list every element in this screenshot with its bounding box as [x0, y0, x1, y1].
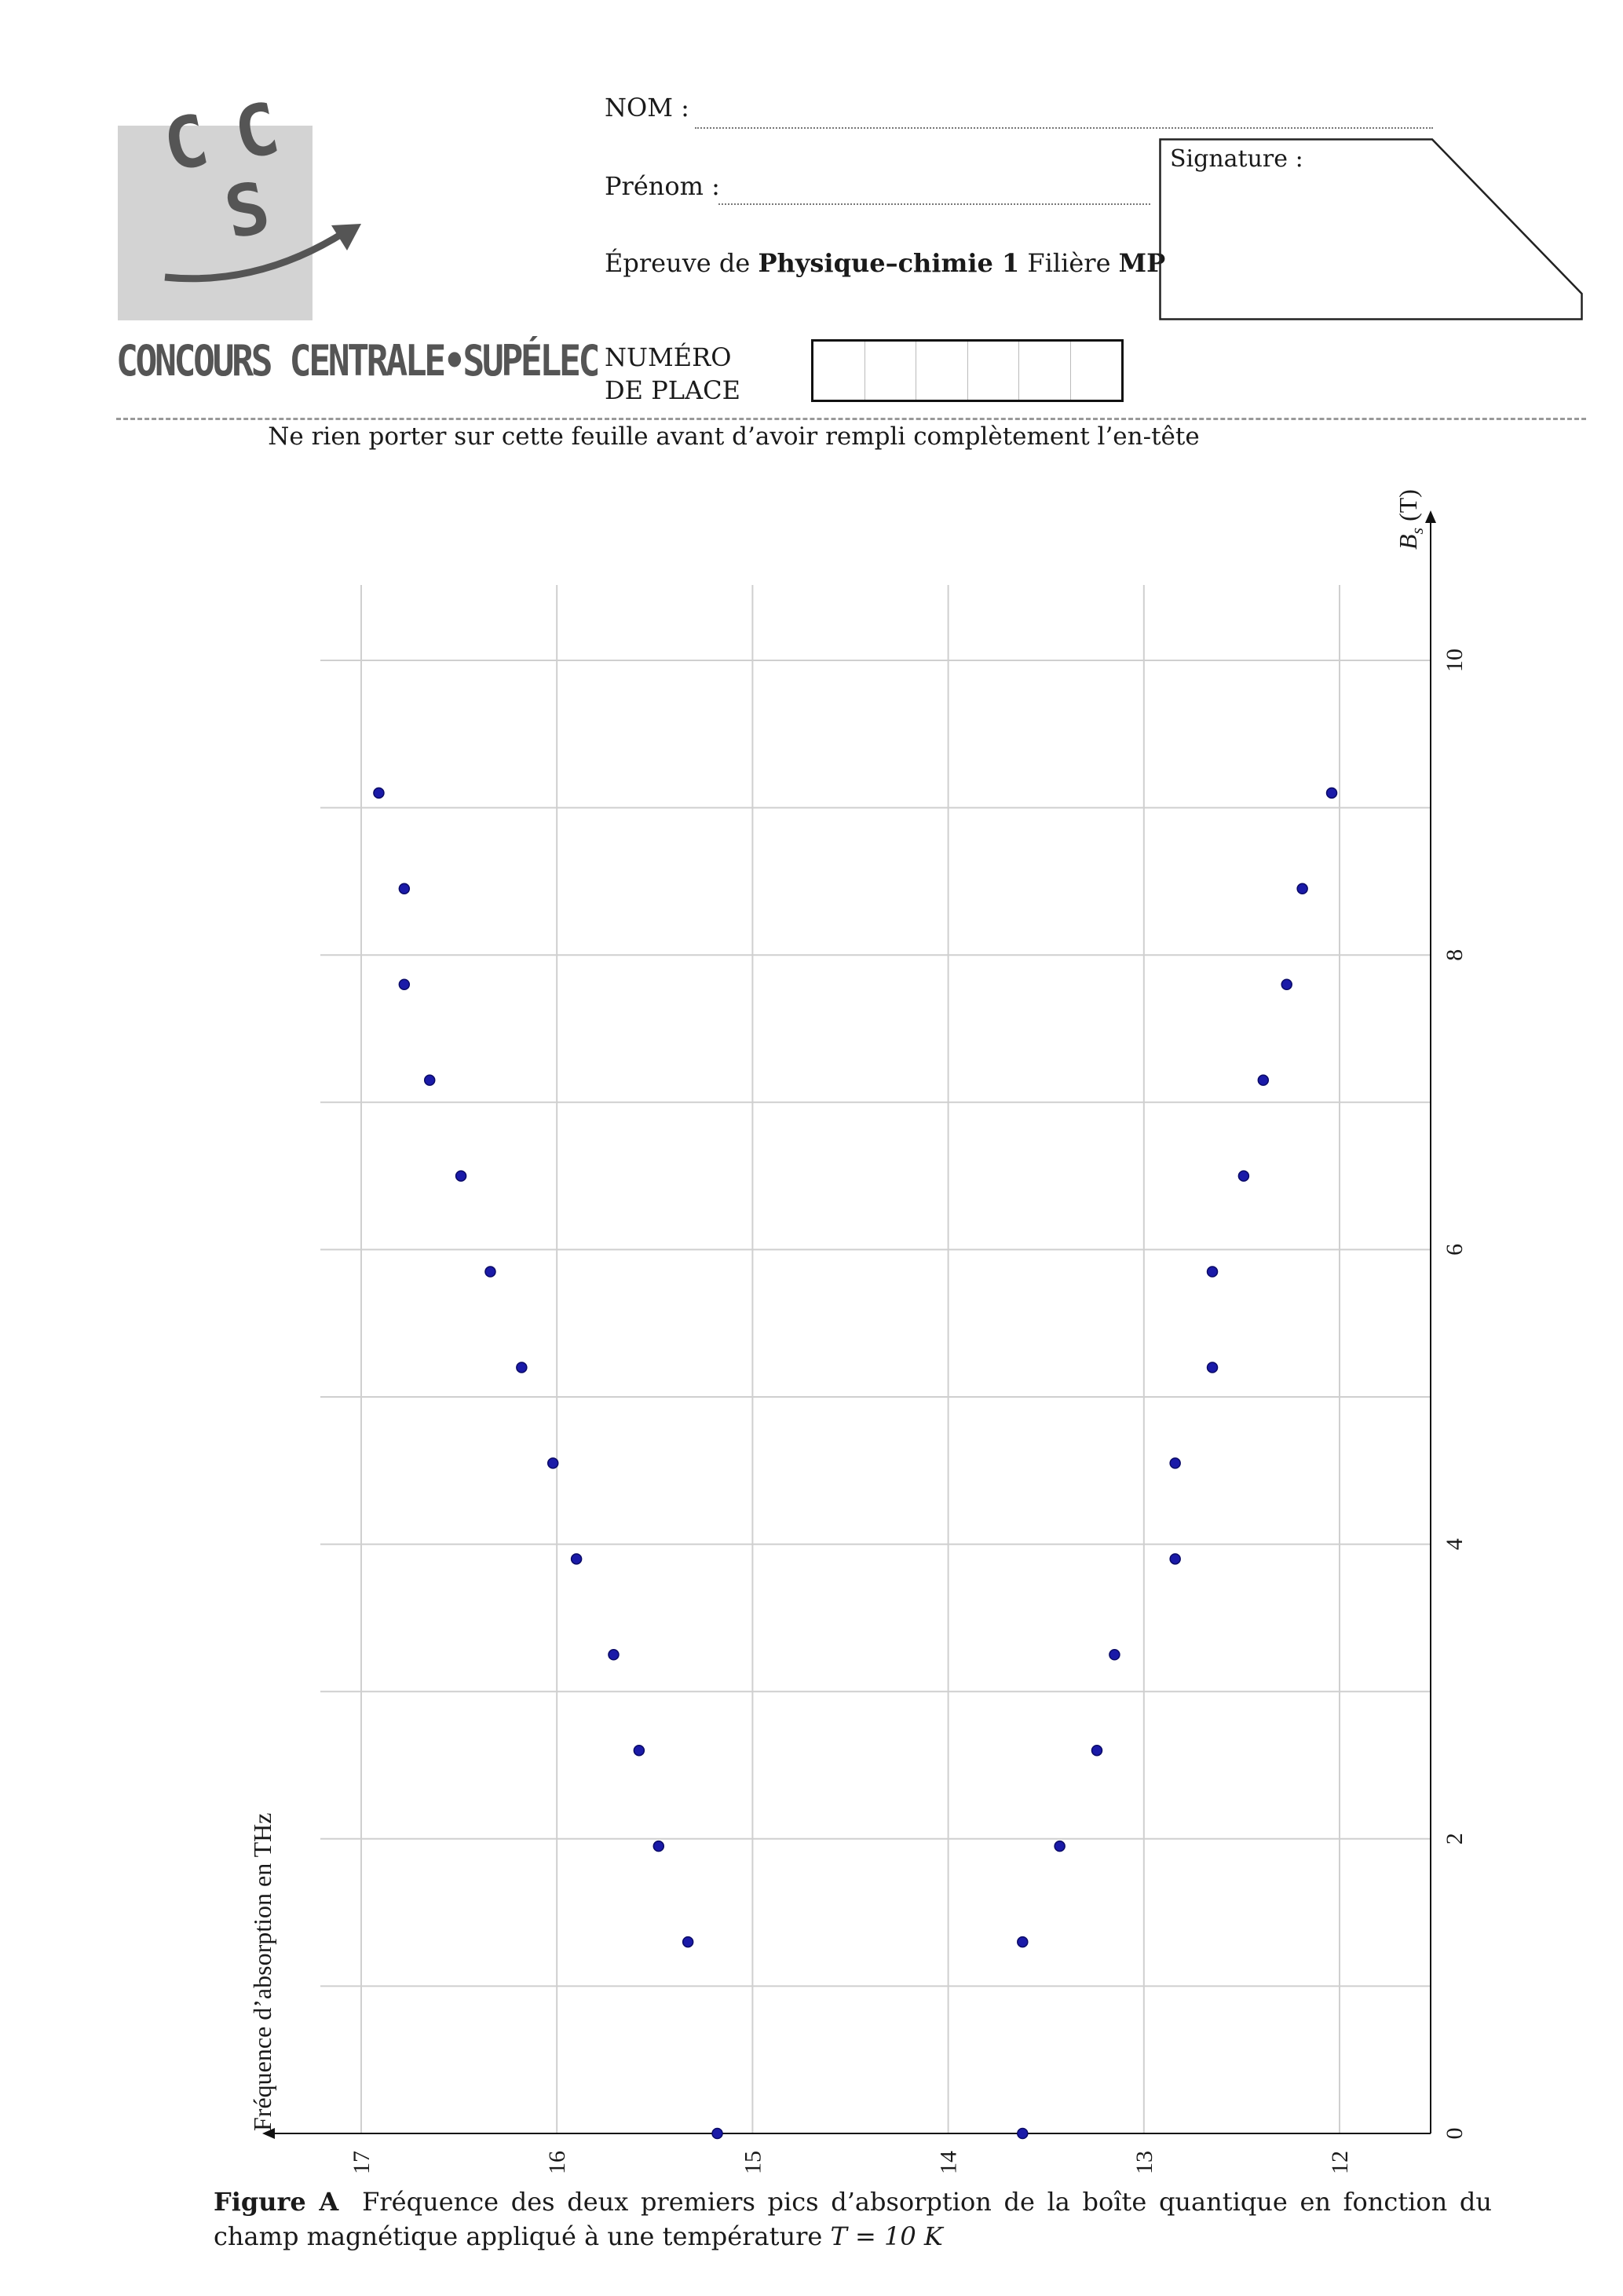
logo-arrow [164, 229, 348, 283]
data-point [398, 978, 411, 990]
data-point [1169, 1457, 1181, 1469]
ccs-logo: C C S [156, 87, 361, 283]
signature-box[interactable] [1159, 138, 1583, 320]
data-point [1169, 1553, 1181, 1565]
data-point [1281, 978, 1292, 990]
logo-letter-c2: C [227, 87, 286, 177]
epreuve-subject: Physique–chimie 1 [758, 248, 1020, 278]
data-point [652, 1840, 665, 1852]
absorption-chart: 17 16 15 14 13 12 0 2 4 6 8 10 Fréquence d’absorpti… [248, 489, 1468, 2174]
data-points [373, 787, 1338, 2140]
brand-name: CONCOURS CENTRALE•SUPÉLEC [116, 336, 600, 386]
x-tick-label: 12 [1327, 2151, 1353, 2174]
place-digit-cell[interactable] [813, 342, 865, 400]
data-point [570, 1553, 583, 1565]
data-point [633, 1744, 645, 1757]
data-point [455, 1170, 467, 1182]
logo-arrow-head [331, 224, 361, 250]
axes [262, 510, 1436, 2139]
prenom-label: Prénom : [605, 171, 720, 201]
data-point [1296, 883, 1308, 895]
y-axis-arrow [1425, 510, 1436, 523]
y-axis-label: Bs (T) [1394, 489, 1427, 550]
grid [320, 585, 1431, 2133]
data-point [1206, 1266, 1219, 1278]
data-point [711, 2127, 723, 2140]
y-tick-label: 4 [1442, 1538, 1468, 1550]
x-axis-label: Fréquence d’absorption en THz [248, 1813, 276, 2132]
epreuve-prefix: Épreuve de [605, 248, 751, 278]
x-tick-label: 15 [740, 2151, 766, 2174]
data-point [1017, 2127, 1029, 2140]
filiere-value: MP [1118, 248, 1166, 278]
x-tick-label: 13 [1131, 2151, 1157, 2174]
data-point [1237, 1170, 1250, 1182]
data-point [1091, 1744, 1103, 1757]
logo-background [118, 126, 313, 320]
data-point [1109, 1649, 1120, 1661]
y-tick-label: 2 [1442, 1833, 1468, 1844]
nom-field[interactable] [695, 127, 1433, 129]
place-digit-cell[interactable] [865, 342, 916, 400]
figure-label: Figure A [214, 2187, 339, 2217]
data-point [1325, 787, 1338, 799]
tick-labels: 17 16 15 14 13 12 0 2 4 6 8 10 [349, 649, 1468, 2174]
x-tick-label: 16 [544, 2151, 570, 2174]
header-warning: Ne rien porter sur cette feuille avant d… [268, 422, 1200, 451]
x-tick-label: 14 [936, 2151, 962, 2174]
numero-place-field[interactable] [811, 339, 1124, 402]
y-tick-label: 6 [1442, 1244, 1468, 1256]
y-tick-label: 0 [1442, 2128, 1468, 2140]
place-digit-cell[interactable] [1019, 342, 1071, 400]
signature-label: Signature : [1170, 145, 1303, 173]
numero-label-line2: DE PLACE [605, 375, 740, 405]
cut-line [116, 418, 1586, 420]
data-point [484, 1266, 496, 1278]
data-point [1257, 1074, 1270, 1086]
x-tick-label: 17 [349, 2151, 375, 2174]
caption-temperature: T = 10 K [830, 2221, 943, 2251]
place-digit-cell[interactable] [1071, 342, 1122, 400]
y-tick-label: 8 [1442, 949, 1468, 961]
data-point [423, 1074, 436, 1086]
svg-text:Bs (T): Bs (T) [1394, 489, 1427, 550]
exam-title: Épreuve de Physique–chimie 1 Filière MP [605, 248, 1165, 278]
caption-text: Fréquence des deux premiers pics d’absor… [214, 2187, 1493, 2251]
data-point [608, 1649, 620, 1661]
data-point [682, 1936, 694, 1948]
numero-label-line1: NUMÉRO [605, 342, 732, 372]
logo-letter-c1: C [156, 99, 215, 188]
figure-caption: Figure A Fréquence des deux premiers pics… [214, 2184, 1492, 2254]
data-point [1054, 1840, 1066, 1852]
x-axis-arrow [262, 2128, 275, 2139]
data-point [1017, 1936, 1029, 1948]
prenom-field[interactable] [718, 203, 1150, 205]
data-point [516, 1362, 528, 1373]
logo-letter-s: S [217, 166, 276, 255]
filiere-prefix: Filière [1027, 248, 1111, 278]
place-digit-cell[interactable] [968, 342, 1019, 400]
data-point [398, 883, 411, 895]
y-tick-label: 10 [1442, 649, 1468, 672]
data-point [546, 1457, 559, 1469]
data-point [1206, 1362, 1219, 1373]
place-digit-cell[interactable] [916, 342, 968, 400]
nom-label: NOM : [605, 93, 689, 122]
data-point [373, 787, 385, 799]
